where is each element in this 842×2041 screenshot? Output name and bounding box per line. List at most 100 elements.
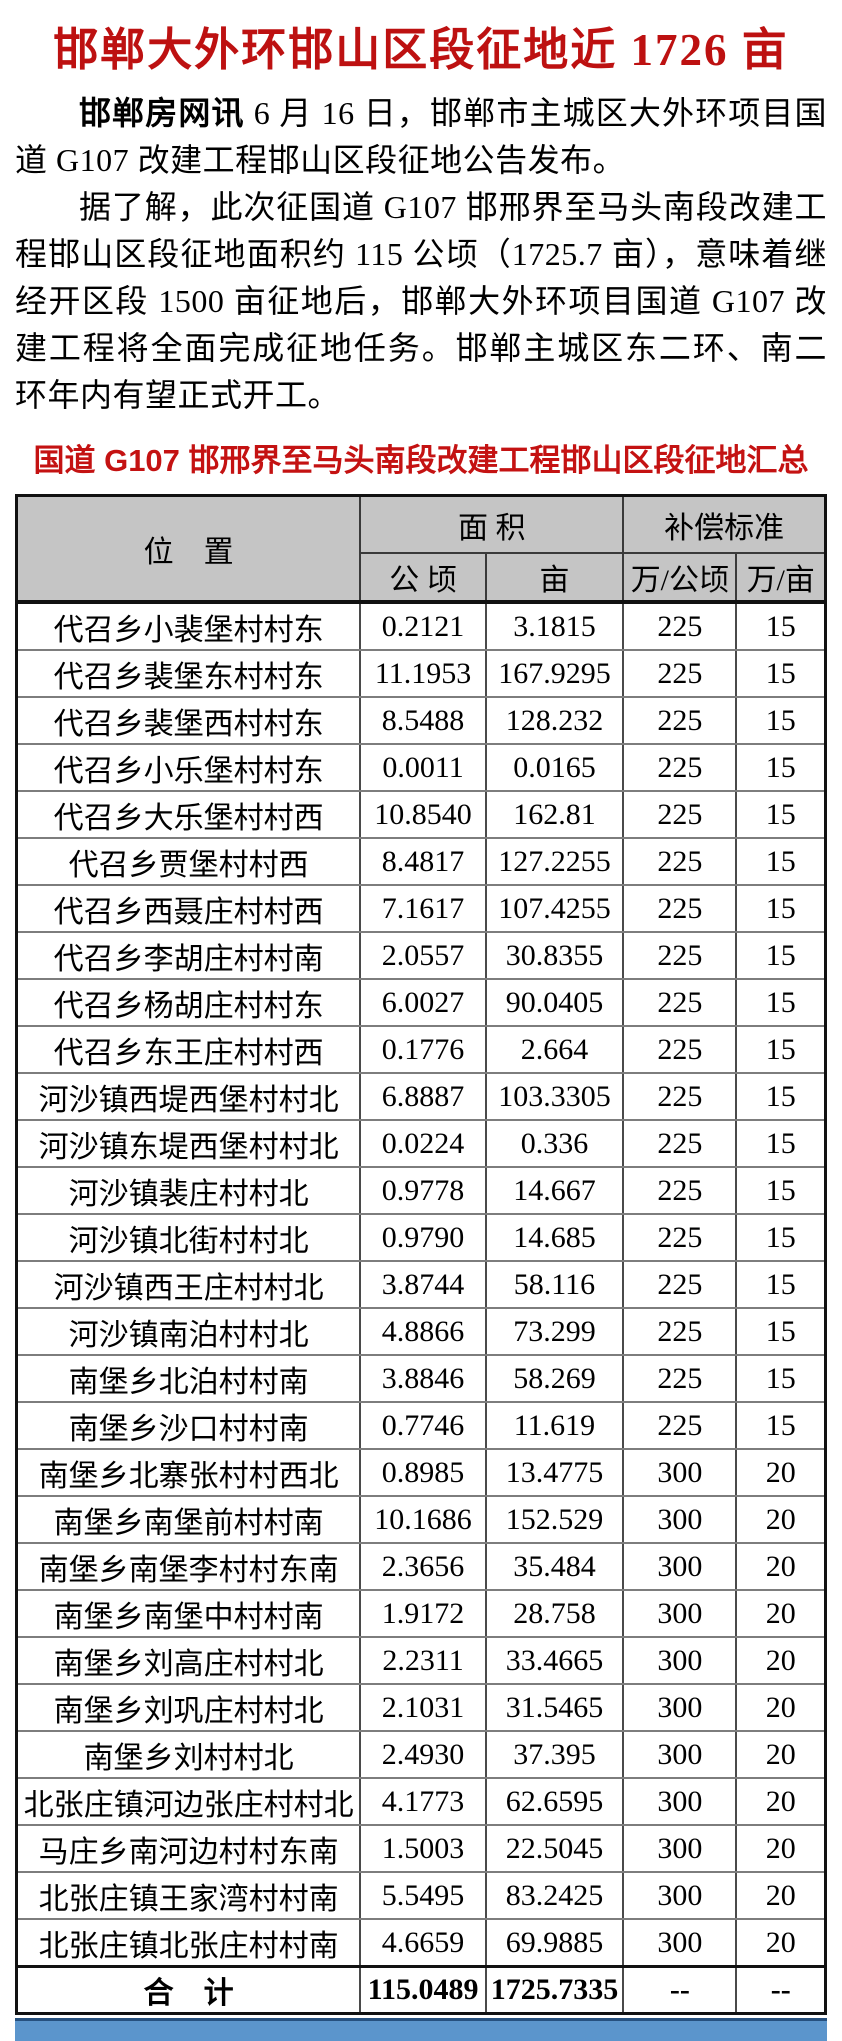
hectare-cell: 10.8540 bbox=[359, 790, 487, 840]
mu-cell: 62.6595 bbox=[484, 1777, 625, 1827]
mu-cell: 128.232 bbox=[484, 696, 625, 746]
total-per-mu: -- bbox=[735, 1965, 827, 2014]
header-row-2: 公 顷 亩 万/公顷 万/亩 bbox=[17, 552, 827, 604]
per-mu-cell: 15 bbox=[735, 1166, 827, 1216]
per-mu-cell: 20 bbox=[735, 1636, 827, 1686]
col-header-wan-per-mu: 万/亩 bbox=[735, 552, 827, 604]
hectare-cell: 2.4930 bbox=[359, 1730, 487, 1780]
per-hectare-cell: 300 bbox=[622, 1448, 738, 1498]
mu-cell: 11.619 bbox=[484, 1401, 625, 1451]
per-mu-cell: 15 bbox=[735, 790, 827, 840]
per-mu-cell: 15 bbox=[735, 1260, 827, 1310]
per-hectare-cell: 225 bbox=[622, 978, 738, 1028]
per-hectare-cell: 225 bbox=[622, 1119, 738, 1169]
mu-cell: 167.9295 bbox=[484, 649, 625, 699]
article-page: 邯郸大外环邯山区段征地近 1726 亩 邯郸房网讯 6 月 16 日，邯郸市主城… bbox=[0, 22, 842, 2041]
per-hectare-cell: 225 bbox=[622, 884, 738, 934]
paragraph-1: 邯郸房网讯 6 月 16 日，邯郸市主城区大外环项目国道 G107 改建工程邯山… bbox=[15, 90, 827, 184]
location-cell: 北张庄镇王家湾村村南 bbox=[15, 1871, 362, 1921]
table-row: 代召乡杨胡庄村村东 6.0027 90.0405 225 15 bbox=[15, 978, 827, 1028]
hectare-cell: 6.0027 bbox=[359, 978, 487, 1028]
mu-cell: 14.685 bbox=[484, 1213, 625, 1263]
location-cell: 代召乡裴堡东村村东 bbox=[15, 649, 362, 699]
location-cell: 河沙镇南泊村村北 bbox=[15, 1307, 362, 1357]
mu-cell: 28.758 bbox=[484, 1589, 625, 1639]
paragraph-2: 据了解，此次征国道 G107 邯邢界至马头南段改建工程邯山区段征地面积约 115… bbox=[15, 189, 827, 414]
location-cell: 河沙镇东堤西堡村村北 bbox=[15, 1119, 362, 1169]
mu-cell: 3.1815 bbox=[484, 600, 625, 652]
per-hectare-cell: 300 bbox=[622, 1824, 738, 1874]
table-row: 河沙镇裴庄村村北 0.9778 14.667 225 15 bbox=[15, 1166, 827, 1216]
table-title: 国道 G107 邯邢界至马头南段改建工程邯山区段征地汇总 bbox=[33, 443, 809, 479]
location-cell: 南堡乡刘高庄村村北 bbox=[15, 1636, 362, 1686]
col-header-hectare: 公 顷 bbox=[359, 552, 487, 604]
per-mu-cell: 20 bbox=[735, 1542, 827, 1592]
hectare-cell: 6.8887 bbox=[359, 1072, 487, 1122]
mu-cell: 162.81 bbox=[484, 790, 625, 840]
table-row: 南堡乡南堡前村村南 10.1686 152.529 300 20 bbox=[15, 1495, 827, 1545]
per-hectare-cell: 300 bbox=[622, 1871, 738, 1921]
table-footer: 合 计 115.0489 1725.7335 -- -- bbox=[15, 1965, 827, 2014]
table-row: 河沙镇东堤西堡村村北 0.0224 0.336 225 15 bbox=[15, 1119, 827, 1169]
location-cell: 代召乡西聂庄村村西 bbox=[15, 884, 362, 934]
hectare-cell: 0.9778 bbox=[359, 1166, 487, 1216]
per-hectare-cell: 225 bbox=[622, 1213, 738, 1263]
table-row: 代召乡李胡庄村村南 2.0557 30.8355 225 15 bbox=[15, 931, 827, 981]
hectare-cell: 8.5488 bbox=[359, 696, 487, 746]
location-cell: 南堡乡北泊村村南 bbox=[15, 1354, 362, 1404]
per-hectare-cell: 300 bbox=[622, 1730, 738, 1780]
hectare-cell: 10.1686 bbox=[359, 1495, 487, 1545]
table-row: 马庄乡南河边村村东南 1.5003 22.5045 300 20 bbox=[15, 1824, 827, 1874]
hectare-cell: 7.1617 bbox=[359, 884, 487, 934]
location-cell: 南堡乡刘村村北 bbox=[15, 1730, 362, 1780]
hectare-cell: 11.1953 bbox=[359, 649, 487, 699]
location-cell: 河沙镇西王庄村村北 bbox=[15, 1260, 362, 1310]
per-mu-cell: 15 bbox=[735, 1401, 827, 1451]
mu-cell: 37.395 bbox=[484, 1730, 625, 1780]
hectare-cell: 0.1776 bbox=[359, 1025, 487, 1075]
hectare-cell: 1.9172 bbox=[359, 1589, 487, 1639]
per-hectare-cell: 300 bbox=[622, 1495, 738, 1545]
hectare-cell: 0.7746 bbox=[359, 1401, 487, 1451]
location-cell: 北张庄镇河边张庄村村北 bbox=[15, 1777, 362, 1827]
per-mu-cell: 15 bbox=[735, 600, 827, 652]
per-mu-cell: 20 bbox=[735, 1730, 827, 1780]
per-hectare-cell: 225 bbox=[622, 1025, 738, 1075]
mu-cell: 58.269 bbox=[484, 1354, 625, 1404]
per-hectare-cell: 300 bbox=[622, 1683, 738, 1733]
table-row: 南堡乡刘高庄村村北 2.2311 33.4665 300 20 bbox=[15, 1636, 827, 1686]
per-mu-cell: 20 bbox=[735, 1495, 827, 1545]
per-hectare-cell: 225 bbox=[622, 837, 738, 887]
col-header-area: 面 积 bbox=[359, 494, 625, 555]
mu-cell: 58.116 bbox=[484, 1260, 625, 1310]
per-mu-cell: 15 bbox=[735, 1119, 827, 1169]
mu-cell: 35.484 bbox=[484, 1542, 625, 1592]
location-cell: 代召乡裴堡西村村东 bbox=[15, 696, 362, 746]
mu-cell: 90.0405 bbox=[484, 978, 625, 1028]
per-mu-cell: 20 bbox=[735, 1824, 827, 1874]
col-header-wan-per-hectare: 万/公顷 bbox=[622, 552, 738, 604]
table-row: 代召乡裴堡西村村东 8.5488 128.232 225 15 bbox=[15, 696, 827, 746]
location-cell: 代召乡东王庄村村西 bbox=[15, 1025, 362, 1075]
table-row: 河沙镇西王庄村村北 3.8744 58.116 225 15 bbox=[15, 1260, 827, 1310]
table-row: 南堡乡刘村村北 2.4930 37.395 300 20 bbox=[15, 1730, 827, 1780]
hectare-cell: 0.0224 bbox=[359, 1119, 487, 1169]
mu-cell: 83.2425 bbox=[484, 1871, 625, 1921]
mu-cell: 152.529 bbox=[484, 1495, 625, 1545]
table-row: 南堡乡刘巩庄村村北 2.1031 31.5465 300 20 bbox=[15, 1683, 827, 1733]
total-hectare: 115.0489 bbox=[359, 1965, 487, 2014]
per-hectare-cell: 300 bbox=[622, 1589, 738, 1639]
hectare-cell: 1.5003 bbox=[359, 1824, 487, 1874]
total-mu: 1725.7335 bbox=[484, 1965, 625, 2014]
location-cell: 南堡乡沙口村村南 bbox=[15, 1401, 362, 1451]
per-hectare-cell: 225 bbox=[622, 1354, 738, 1404]
hectare-cell: 0.0011 bbox=[359, 743, 487, 793]
mu-cell: 103.3305 bbox=[484, 1072, 625, 1122]
per-hectare-cell: 300 bbox=[622, 1918, 738, 1968]
hectare-cell: 4.1773 bbox=[359, 1777, 487, 1827]
per-mu-cell: 15 bbox=[735, 649, 827, 699]
mu-cell: 69.9885 bbox=[484, 1918, 625, 1968]
per-mu-cell: 20 bbox=[735, 1448, 827, 1498]
per-mu-cell: 15 bbox=[735, 1213, 827, 1263]
mu-cell: 33.4665 bbox=[484, 1636, 625, 1686]
